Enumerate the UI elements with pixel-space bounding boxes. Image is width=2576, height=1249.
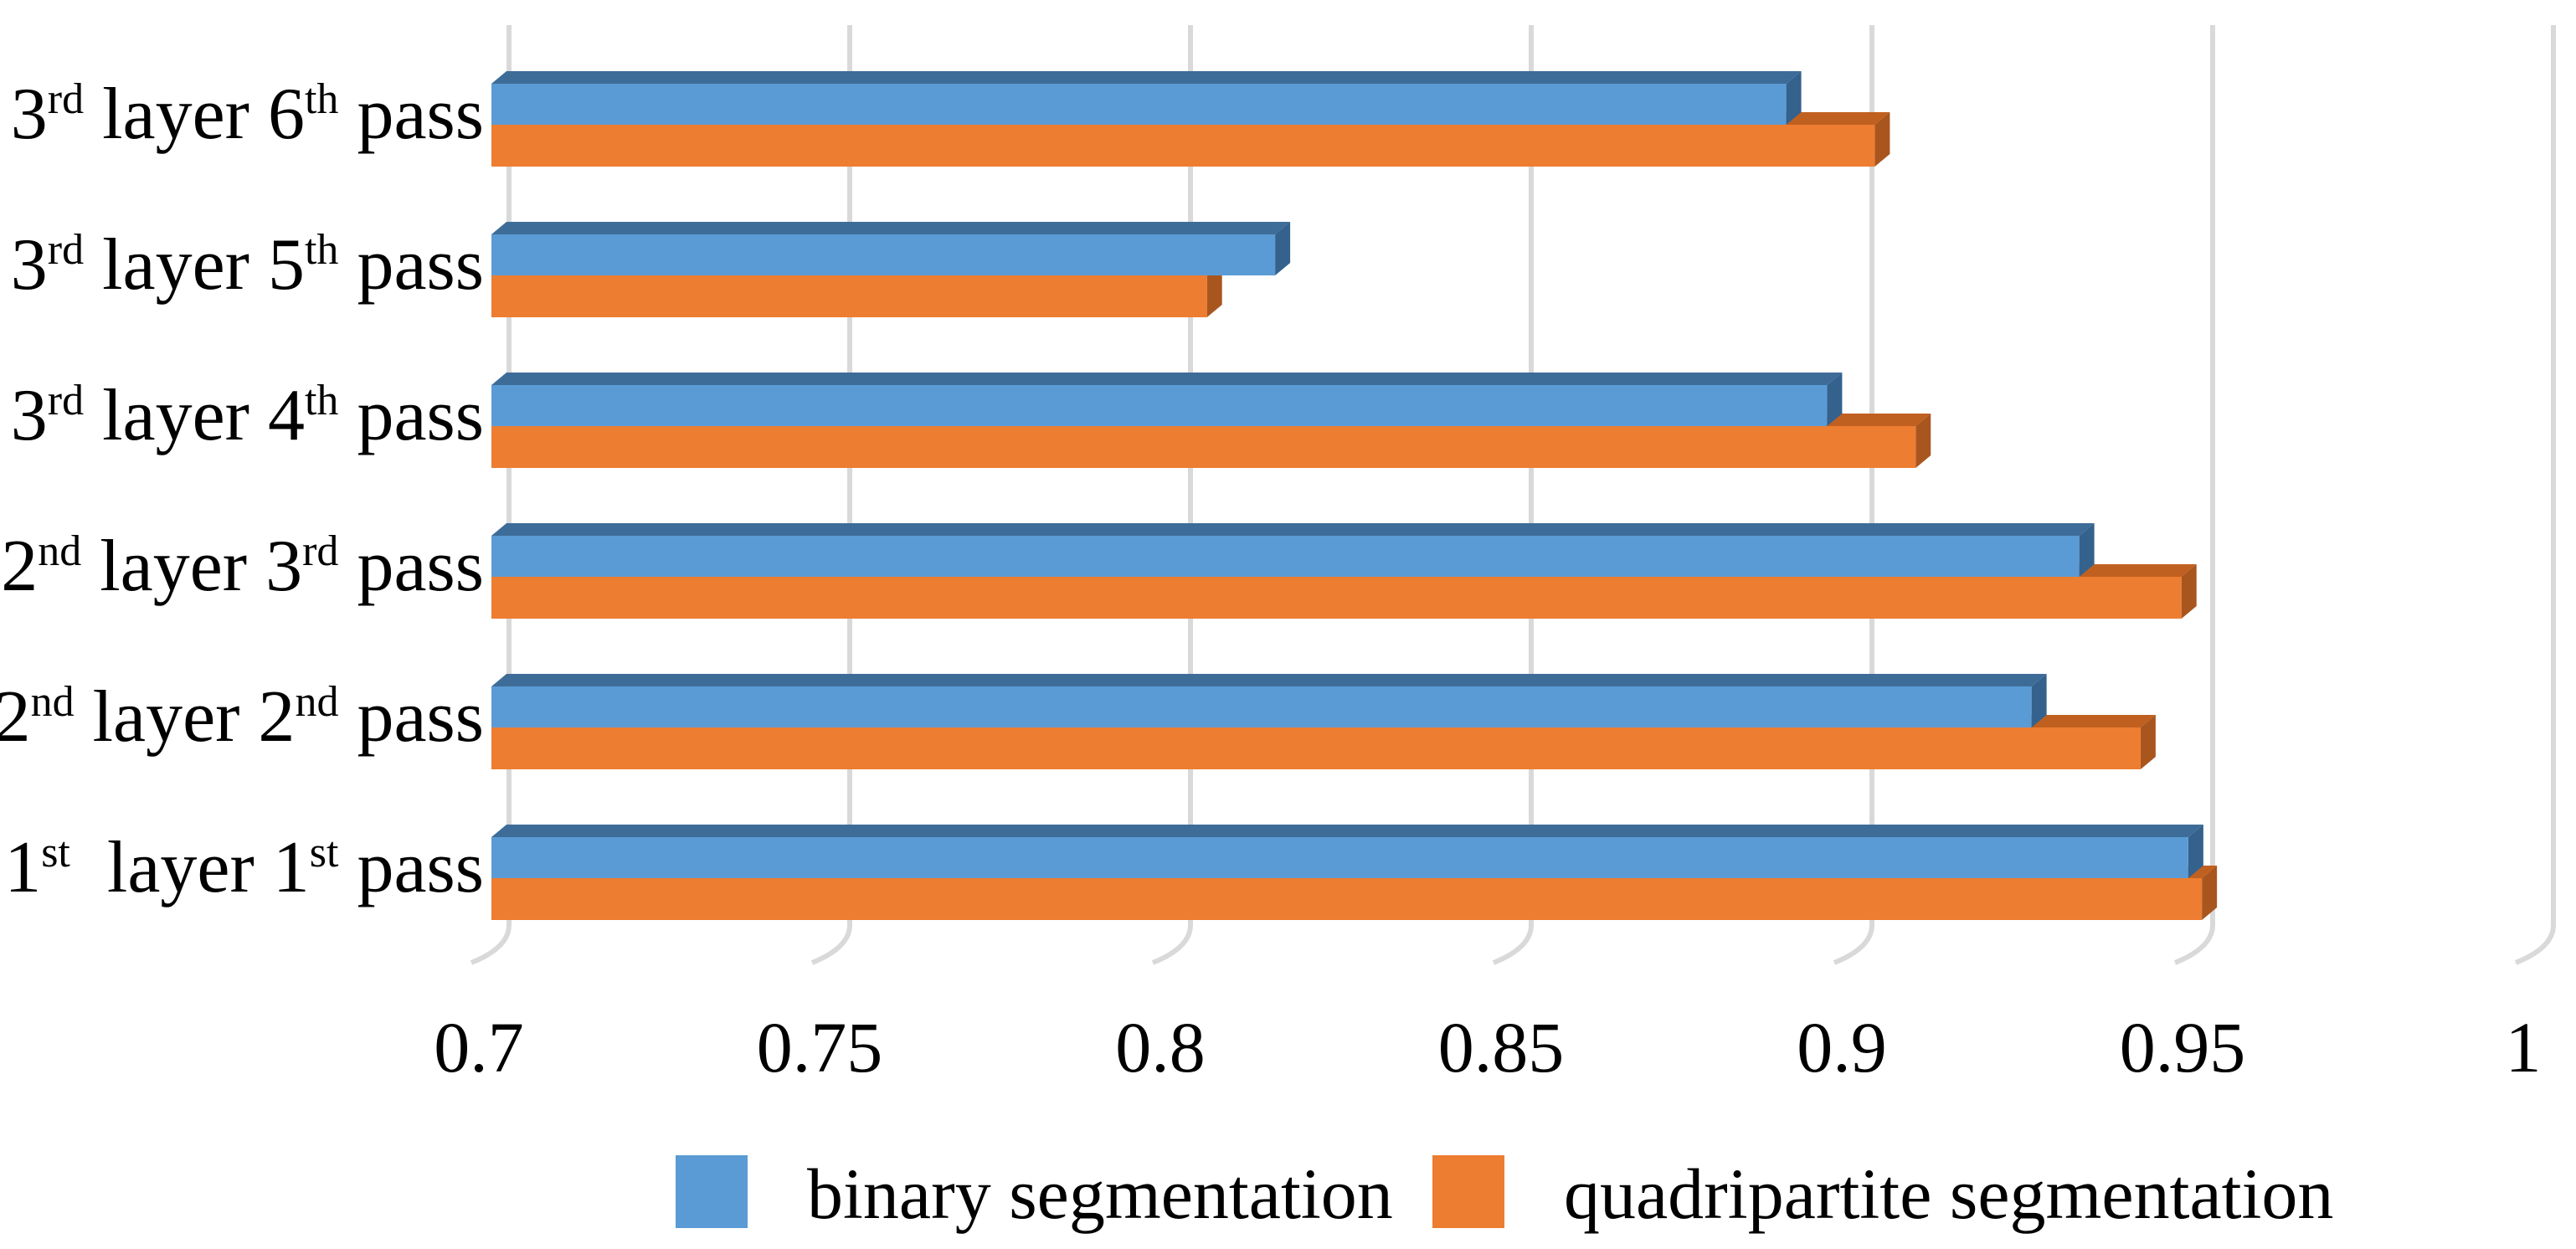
bar-binary-row2-bevel xyxy=(491,373,1843,385)
gridline-0.75 xyxy=(810,25,852,965)
category-label-part: rd xyxy=(302,527,338,575)
category-label-part: nd xyxy=(38,527,81,575)
bar-binary-row1 xyxy=(491,234,1276,275)
x-tick-label-1: 1 xyxy=(2506,1007,2542,1087)
bar-binary-row5 xyxy=(491,837,2188,878)
bar-binary-row3-bevel xyxy=(491,523,2095,536)
gridline-0.85 xyxy=(1492,25,1534,965)
category-label-part: pass xyxy=(338,74,484,155)
category-label-part: th xyxy=(305,377,338,424)
x-tick-label-0.9: 0.9 xyxy=(1797,1007,1887,1087)
gridline-0.95 xyxy=(2173,25,2215,965)
bar-quadripartite-row2 xyxy=(491,426,1916,468)
x-tick-label-0.85: 0.85 xyxy=(1438,1007,1565,1087)
bar-quadripartite-row0 xyxy=(491,125,1875,167)
gridline-0.9 xyxy=(1833,25,1874,965)
category-label-part: pass xyxy=(338,375,484,456)
category-label-part: nd xyxy=(295,678,338,726)
bar-binary-row4 xyxy=(491,686,2032,727)
category-label-3: 2nd layer 3rd pass xyxy=(1,526,484,607)
gridline-0.8 xyxy=(1151,25,1193,965)
bar-quadripartite-row2-cap xyxy=(1915,414,1931,468)
x-tick-label-0.95: 0.95 xyxy=(2120,1007,2246,1087)
x-tick-label-0.7: 0.7 xyxy=(434,1007,524,1087)
bar-quadripartite-row3-cap xyxy=(2181,564,2197,619)
legend-label-quadripartite: quadripartite segmentation xyxy=(1564,1154,2333,1234)
category-label-part: 2 xyxy=(0,676,31,758)
bar-binary-row4-bevel xyxy=(491,674,2047,686)
category-label-part: rd xyxy=(48,75,84,123)
category-label-part: 1 xyxy=(4,827,41,908)
bar-quadripartite-row5-cap xyxy=(2202,866,2218,920)
category-label-2: 3rd layer 4th pass xyxy=(11,375,484,456)
bar-quadripartite-row4-cap xyxy=(2140,715,2156,769)
category-label-part: pass xyxy=(338,224,484,306)
legend-swatch-quadripartite xyxy=(1432,1155,1504,1228)
category-label-part: layer 2 xyxy=(75,676,296,758)
category-label-part: 2 xyxy=(1,526,38,607)
bar-quadripartite-row3 xyxy=(491,577,2182,619)
bar-binary-row0-bevel xyxy=(491,71,1802,84)
gridline-1 xyxy=(2514,25,2556,965)
bar-quadripartite-row0-cap xyxy=(1874,112,1890,167)
category-label-part: 3 xyxy=(11,224,48,306)
bar-quadripartite-row1-cap xyxy=(1206,263,1222,317)
category-label-part: pass xyxy=(338,827,484,908)
gridline-0.7 xyxy=(470,25,512,965)
category-label-part: layer 5 xyxy=(84,224,305,306)
bar-binary-row2 xyxy=(491,385,1828,426)
category-label-part: 3 xyxy=(11,74,48,155)
bar-binary-row4-cap xyxy=(2031,674,2047,727)
bar-binary-row2-cap xyxy=(1827,373,1843,426)
category-label-part: 3 xyxy=(11,375,48,456)
category-label-part: layer 6 xyxy=(84,74,305,155)
x-tick-label-0.75: 0.75 xyxy=(757,1007,883,1087)
category-label-1: 3rd layer 5th pass xyxy=(11,224,484,306)
category-label-0: 3rd layer 6th pass xyxy=(11,74,484,155)
legend-swatch-binary xyxy=(676,1155,748,1228)
bar-binary-row1-bevel xyxy=(491,222,1291,234)
bar-quadripartite-row5 xyxy=(491,878,2203,920)
bar-binary-row1-cap xyxy=(1275,222,1291,275)
bar-quadripartite-row1 xyxy=(491,275,1207,317)
bar-quadripartite-row4 xyxy=(491,727,2141,769)
legend-label-binary: binary segmentation xyxy=(807,1154,1393,1234)
bar-binary-row3 xyxy=(491,536,2080,577)
category-label-part: pass xyxy=(338,526,484,607)
category-label-part: layer 1 xyxy=(70,827,310,908)
category-label-part: layer 4 xyxy=(84,375,305,456)
category-label-part: rd xyxy=(48,226,84,274)
category-label-4: 2nd layer 2nd pass xyxy=(0,676,484,758)
category-label-part: th xyxy=(305,75,338,123)
category-label-part: nd xyxy=(31,678,75,726)
bar-binary-row3-cap xyxy=(2079,523,2095,577)
category-label-5: 1st layer 1st pass xyxy=(4,827,484,908)
bar-binary-row0 xyxy=(491,84,1787,125)
category-label-part: rd xyxy=(48,377,84,424)
bar-binary-row5-bevel xyxy=(491,825,2203,837)
bar-binary-row5-cap xyxy=(2188,825,2203,878)
bar-binary-row0-cap xyxy=(1786,71,1802,125)
category-label-part: pass xyxy=(338,676,484,758)
category-label-part: th xyxy=(305,226,338,274)
category-label-part: st xyxy=(41,829,70,876)
category-label-part: st xyxy=(310,829,339,876)
category-label-part: layer 3 xyxy=(81,526,302,607)
x-tick-label-0.8: 0.8 xyxy=(1115,1007,1206,1087)
